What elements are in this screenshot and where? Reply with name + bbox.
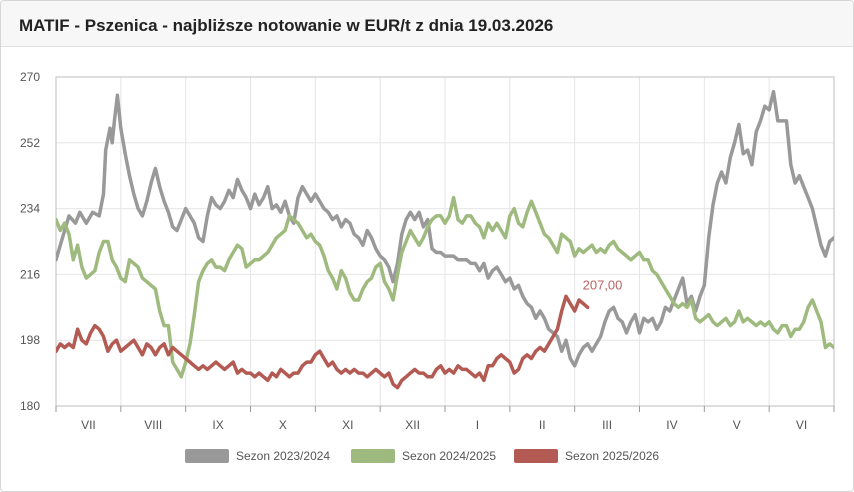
legend-swatch-1 [185, 449, 229, 463]
y-tick-label: 180 [20, 399, 40, 413]
grid-lines [55, 76, 835, 407]
x-tick-label: II [539, 418, 546, 432]
x-tick-label: XI [342, 418, 353, 432]
series-line-3 [56, 294, 590, 390]
y-tick-label: 234 [20, 202, 40, 216]
series-line-1 [56, 89, 834, 368]
series-lines [56, 89, 834, 390]
last-value-label: 207,00 [583, 277, 623, 292]
x-tick-label: X [279, 418, 287, 432]
x-tick-label: IV [666, 418, 677, 432]
y-tick-label: 270 [20, 70, 40, 84]
y-tick-label: 198 [20, 333, 40, 347]
x-tick-label: VI [796, 418, 807, 432]
legend-label-2: Sezon 2024/2025 [402, 449, 496, 463]
x-tick-label: IX [212, 418, 223, 432]
x-tick-label: I [476, 418, 479, 432]
x-tick-label: V [733, 418, 741, 432]
legend-swatch-2 [351, 449, 395, 463]
x-tick-label: XII [405, 418, 420, 432]
chart-header: MATIF - Pszenica - najbliższe notowanie … [1, 1, 853, 47]
legend-label-1: Sezon 2023/2024 [236, 449, 330, 463]
x-tick-label: III [602, 418, 612, 432]
x-tick-label: VII [81, 418, 96, 432]
legend-label-3: Sezon 2025/2026 [565, 449, 659, 463]
legend: Sezon 2023/2024 Sezon 2024/2025 Sezon 2025… [185, 449, 659, 463]
y-tick-label: 252 [20, 136, 40, 150]
legend-swatch-3 [514, 449, 558, 463]
data-labels: 207,00 [583, 277, 623, 292]
chart-title: MATIF - Pszenica - najbliższe notowanie … [19, 16, 554, 35]
x-tick-label: VIII [144, 418, 162, 432]
series-line-2 [56, 195, 834, 379]
y-tick-label: 216 [20, 267, 40, 281]
